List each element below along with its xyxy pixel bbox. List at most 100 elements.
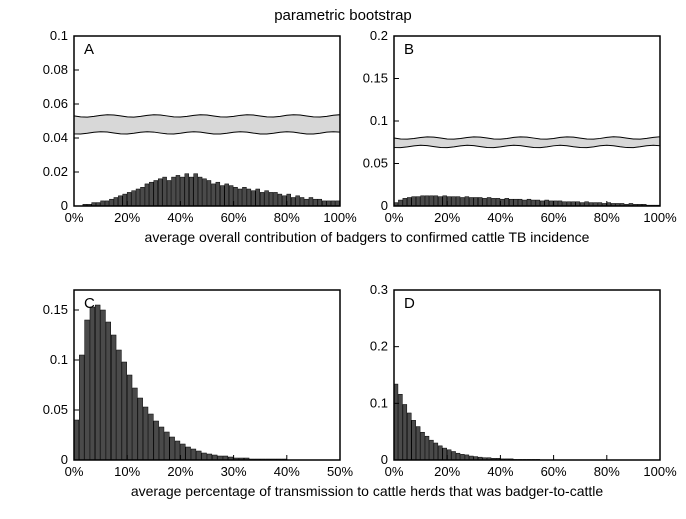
- histogram-bar: [202, 453, 207, 460]
- histogram-bar: [313, 199, 317, 206]
- histogram-bar: [452, 452, 456, 461]
- histogram-bar: [136, 189, 140, 206]
- histogram-bar: [127, 192, 131, 206]
- histogram-bar: [412, 420, 416, 460]
- histogram-bar: [194, 174, 198, 206]
- histogram-bar: [291, 198, 295, 207]
- histogram-bar: [163, 177, 167, 206]
- histogram-bar: [505, 198, 509, 206]
- ytick-label: 0.2: [370, 28, 388, 43]
- histogram-bar: [452, 197, 456, 206]
- xtick-label: 0%: [385, 464, 404, 479]
- histogram-bar: [242, 187, 246, 206]
- histogram-bar: [149, 182, 153, 206]
- ytick-label: 0.08: [43, 62, 68, 77]
- histogram-bar: [282, 196, 286, 206]
- histogram-bar: [465, 455, 469, 460]
- xtick-label: 20%: [434, 210, 460, 225]
- histogram-bar: [220, 186, 224, 206]
- histogram-bar: [196, 451, 201, 460]
- histogram-bar: [456, 197, 460, 206]
- chart-grid: parametric bootstrap00.020.040.060.080.1…: [0, 0, 686, 514]
- histogram-bar: [159, 427, 164, 460]
- histogram-bar: [207, 454, 212, 460]
- histogram-bar: [403, 198, 407, 206]
- histogram-bar: [487, 198, 491, 207]
- histogram-bar: [407, 198, 411, 207]
- histogram-bar: [133, 388, 138, 460]
- histogram-bar: [251, 191, 255, 206]
- histogram-bar: [416, 197, 420, 206]
- histogram-bar: [421, 196, 425, 206]
- histogram-bar: [95, 305, 100, 460]
- xtick-label: 10%: [114, 464, 140, 479]
- histogram-bar: [127, 375, 132, 460]
- histogram-bar: [469, 198, 473, 207]
- histogram-bar: [247, 189, 251, 206]
- histogram-bar: [545, 200, 549, 206]
- histogram-bar: [416, 427, 420, 460]
- ytick-label: 0.04: [43, 130, 68, 145]
- histogram-bar: [170, 437, 175, 460]
- histogram-bar: [425, 196, 429, 206]
- xtick-label: 50%: [327, 464, 353, 479]
- xtick-label: 20%: [114, 210, 140, 225]
- histogram-bar: [554, 201, 558, 206]
- histogram-bar: [158, 179, 162, 206]
- histogram-bar: [438, 197, 442, 206]
- histogram-bar: [531, 200, 535, 206]
- histogram-bar: [90, 307, 95, 460]
- histogram-bar: [132, 191, 136, 206]
- histogram-bar: [143, 407, 148, 460]
- histogram-bar: [447, 450, 451, 460]
- histogram-bar: [465, 197, 469, 206]
- confidence-band: [394, 137, 660, 148]
- histogram-bar: [172, 177, 176, 206]
- ytick-label: 0.1: [370, 113, 388, 128]
- ytick-label: 0.02: [43, 164, 68, 179]
- histogram-bar: [207, 181, 211, 207]
- histogram-bar: [429, 440, 433, 460]
- histogram-bar: [461, 198, 465, 207]
- xtick-label: 40%: [487, 210, 513, 225]
- histogram-bar: [260, 192, 264, 206]
- histogram-bar: [461, 454, 465, 460]
- histogram-bar: [256, 189, 260, 206]
- histogram-bar: [296, 196, 300, 206]
- histogram-bar: [327, 201, 331, 206]
- histogram-bar: [305, 199, 309, 206]
- histogram-bar: [478, 198, 482, 207]
- histogram-bar: [229, 186, 233, 206]
- histogram-bar: [331, 201, 335, 206]
- xtick-label: 80%: [594, 210, 620, 225]
- histogram-bar: [148, 414, 153, 460]
- ytick-label: 0.2: [370, 339, 388, 354]
- histogram-bar: [403, 404, 407, 460]
- ytick-label: 0.05: [43, 402, 68, 417]
- histogram-bar: [164, 432, 169, 460]
- histogram-bar: [167, 181, 171, 207]
- histogram-bar: [109, 199, 113, 206]
- histogram-bar: [429, 196, 433, 206]
- ytick-label: 0.15: [363, 71, 388, 86]
- histogram-bar: [269, 192, 273, 206]
- histogram-bar: [225, 184, 229, 206]
- ytick-label: 0.1: [370, 395, 388, 410]
- ytick-label: 0.3: [370, 282, 388, 297]
- histogram-bar: [101, 201, 105, 206]
- histogram-bar: [434, 443, 438, 460]
- histogram-bar: [492, 198, 496, 206]
- histogram-bar: [145, 184, 149, 206]
- histogram-bar: [79, 355, 84, 460]
- histogram-bar: [456, 453, 460, 460]
- panel-label: D: [404, 295, 415, 312]
- histogram-bar: [186, 447, 191, 460]
- histogram-bar: [111, 335, 116, 460]
- ytick-label: 0.15: [43, 302, 68, 317]
- histogram-bar: [198, 177, 202, 206]
- histogram-bar: [549, 201, 553, 206]
- panel-label: C: [84, 295, 95, 312]
- x-label-top: average overall contribution of badgers …: [145, 229, 590, 245]
- histogram-bar: [265, 191, 269, 206]
- histogram-bar: [154, 181, 158, 207]
